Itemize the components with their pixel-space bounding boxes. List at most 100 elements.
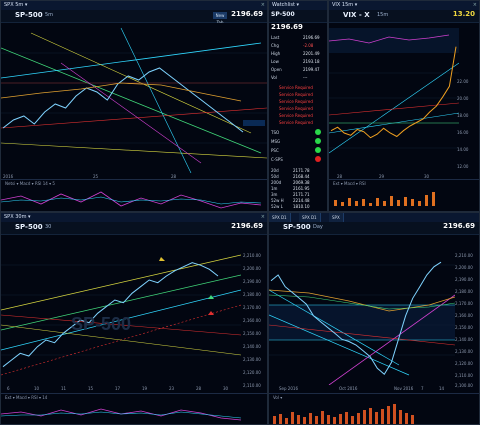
price-tag	[243, 120, 265, 126]
watch-header: SP-500	[269, 10, 327, 23]
stat-row: 52w H 2214.48	[271, 198, 310, 203]
trend-line	[1, 47, 262, 154]
status-tile[interactable]: PSC	[271, 146, 327, 155]
status-text: Service Required	[279, 106, 313, 111]
panel-vix-15m: VIX 15m ▾× VIX - X 15m 13.20 VIX - X ▾ M…	[328, 0, 480, 212]
trend-line	[328, 294, 455, 385]
xtick: 17	[115, 386, 121, 391]
close-icon[interactable]: ×	[260, 214, 265, 220]
trend-line	[1, 289, 241, 351]
quote-row: Open 2199.47	[271, 67, 320, 72]
price-series	[270, 261, 442, 375]
xtick: 14	[439, 386, 445, 391]
last-price: 13.20	[452, 10, 475, 18]
window-title: SPX 30m ▾	[4, 214, 31, 220]
status-dot-icon	[315, 138, 321, 144]
symbol-label[interactable]: SP-500	[15, 223, 43, 231]
xtick: 25	[93, 174, 99, 179]
ytick: 2,120.00	[455, 361, 473, 366]
last-price: 2196.69	[443, 222, 475, 230]
ytick: 12.00	[457, 164, 469, 169]
vix-plot[interactable]	[329, 23, 459, 173]
indicator-pane[interactable]: Netsi ▾ Macd ▾ RSI 14 ▾ 5	[1, 179, 267, 211]
status-dot-icon	[315, 147, 321, 153]
xtick: 11	[61, 386, 67, 391]
ytick: 2,130.00	[243, 357, 261, 362]
panel-spx-day: SPX D1 SPX D1 SPX SP-500 Day 2196.69 SP-…	[268, 212, 480, 425]
ytick: 20.00	[457, 96, 469, 101]
ytick: 14.00	[457, 147, 469, 152]
window-title: VIX 15m ▾	[332, 2, 358, 8]
period-label[interactable]: 30	[45, 224, 52, 230]
xtick: 7	[421, 386, 424, 391]
indicator-legend: Vol ▾	[273, 395, 283, 400]
trend-line	[1, 314, 241, 336]
symbol-label[interactable]: SP-500	[271, 11, 295, 18]
symbol-label[interactable]: SP-500	[15, 11, 43, 19]
tab-chart[interactable]: SPX	[329, 213, 344, 222]
ytick: 2,160.00	[243, 318, 261, 323]
period-label[interactable]: Day	[313, 224, 323, 230]
stat-row: 1m 2161.95	[271, 186, 310, 191]
close-icon[interactable]: ×	[260, 2, 265, 8]
stat-row: 200d 2069.38	[271, 180, 310, 185]
price-series	[330, 46, 457, 139]
price-plot[interactable]	[269, 235, 455, 385]
trend-line	[60, 62, 202, 164]
volume-pane[interactable]: Vol ▾	[269, 393, 479, 424]
ytick: 18.00	[457, 113, 469, 118]
tab-chart[interactable]: SPX D1	[269, 213, 291, 222]
price-series	[2, 262, 219, 368]
status-text: Service Required	[279, 85, 313, 90]
status-text: Service Required	[279, 99, 313, 104]
symbol-label[interactable]: VIX - X	[343, 11, 370, 19]
price-series	[2, 67, 244, 133]
ytick: 2,200.00	[243, 266, 261, 271]
ytick: 2,140.00	[243, 344, 261, 349]
stat-row: 50d 2168.44	[271, 174, 310, 179]
price-plot[interactable]	[1, 23, 267, 173]
indicator-pane[interactable]: Ext ▾ Macd ▾ RSI	[329, 179, 479, 211]
xtick: 29	[379, 174, 385, 179]
trend-line	[120, 27, 192, 173]
symbol-label[interactable]: SP-500	[283, 223, 311, 231]
ytick: 2,160.00	[455, 313, 473, 318]
period-label[interactable]: 15m	[377, 12, 389, 18]
window-title: Watchlist ▾	[272, 2, 300, 8]
ytick: 2,150.00	[243, 331, 261, 336]
last-price: 2196.69	[271, 23, 303, 31]
status-tile[interactable]: TSO	[271, 128, 327, 137]
status-tile[interactable]: MSG	[271, 137, 327, 146]
indicator-pane[interactable]: Ext ▾ Macd ▾ RSI ▾ 14	[1, 393, 267, 424]
xtick: 6	[7, 386, 10, 391]
quote-row: Chg -2.08	[271, 43, 314, 48]
xtick: Sep 2016	[279, 386, 298, 391]
price-plot[interactable]: SP-500	[1, 235, 241, 385]
status-tile[interactable]: C-SPS	[271, 155, 327, 164]
trend-line	[269, 289, 400, 366]
tab-chart[interactable]: SPX D1	[299, 213, 321, 222]
last-price: 2196.69	[231, 222, 263, 230]
new-tab-button[interactable]: New Tab	[213, 12, 227, 25]
watermark: SP-500	[71, 314, 131, 334]
ytick: 2,170.00	[243, 305, 261, 310]
indicator-legend: Ext ▾ Macd ▾ RSI	[333, 181, 366, 186]
xtick: 10	[34, 386, 40, 391]
marker-icon	[208, 311, 214, 315]
ytick: 2,200.00	[455, 265, 473, 270]
ytick: 2,110.00	[455, 373, 473, 378]
last-price: 2196.69	[231, 10, 263, 18]
close-icon[interactable]: ×	[472, 2, 477, 8]
quote-row: Low 2193.18	[271, 59, 320, 64]
ytick: 2,210.00	[455, 253, 473, 258]
marker-icon	[208, 295, 214, 299]
trend-line	[1, 142, 267, 159]
xtick: 28	[196, 386, 202, 391]
trend-line	[1, 107, 267, 129]
moving-average	[1, 82, 242, 102]
status-dot-icon	[315, 156, 321, 162]
period-label[interactable]: 5m	[45, 12, 54, 18]
xtick: Oct 2016	[339, 386, 358, 391]
xtick: 28	[171, 174, 177, 179]
xtick: Nov 2016	[394, 386, 414, 391]
